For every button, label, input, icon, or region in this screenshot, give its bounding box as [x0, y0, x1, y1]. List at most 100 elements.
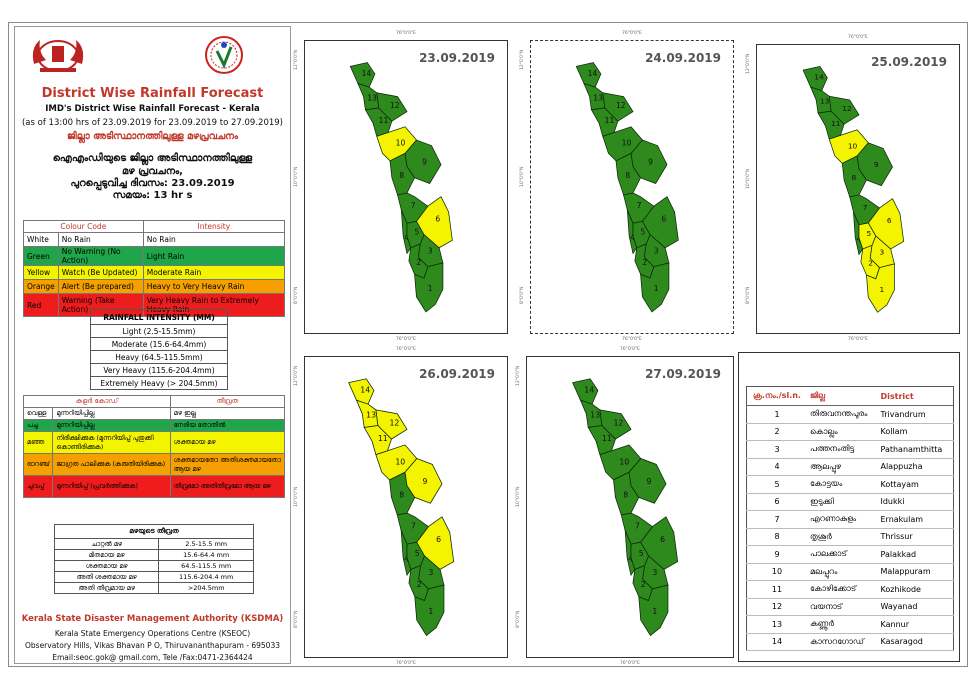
- ml-colour-code-header: കളർ കോഡ്: [23, 395, 171, 408]
- district-label: 5: [639, 549, 644, 558]
- district-label: 3: [879, 248, 884, 257]
- info-panel: [14, 26, 291, 664]
- ml-intensity-row: ശക്തമായ മഴ 64.5-115.5 mm: [53, 560, 254, 572]
- ml-intensity-row: മിതമായ മഴ 15.6-64.4 mm: [53, 549, 254, 561]
- page-title: District Wise Rainfall Forecast: [41, 86, 264, 101]
- colour-code-row: Red Warning (Take Action) Very Heavy Rain …: [23, 293, 286, 317]
- colour-code-name: Yellow: [23, 265, 59, 280]
- rainfall-intensity-value: Extremely Heavy (> 204.5mm): [90, 376, 228, 390]
- ml-colour-code-intensity: ശക്തമായ മഴ: [169, 431, 286, 454]
- district-label: 4: [628, 555, 633, 564]
- district-label: 10: [395, 457, 405, 466]
- district-label: 13: [593, 93, 603, 102]
- district-label: 14: [362, 69, 372, 78]
- district-label: 11: [605, 116, 615, 125]
- map-tick-label: 8°0'0"N: [294, 286, 299, 304]
- district-row: 5 കോട്ടയം Kottayam: [746, 475, 954, 494]
- colour-code-intensity: Heavy to Very Heavy Rain: [142, 279, 286, 294]
- map-tick-label: 10°0'0"N: [516, 486, 521, 507]
- district-no: 9: [746, 545, 807, 564]
- ml-line-1: ഐഎംഡിയുടെ ജില്ലാ അടിസ്ഥാനത്തിലുള്ള: [52, 153, 253, 164]
- district-row: 2 കൊല്ലം Kollam: [746, 423, 954, 441]
- map-tick-label: 76°0'0"E: [622, 31, 642, 36]
- map-tick-label: 10°0'0"N: [746, 168, 751, 189]
- district-7-region: [620, 512, 653, 545]
- ml-colour-code-name: വെള്ള: [22, 407, 54, 420]
- district-label: 5: [866, 229, 871, 238]
- ml-colour-code-intensity: തീവ്രമോ അതിതീവ്രമോ ആയ മഴ: [169, 475, 286, 498]
- district-no: 2: [746, 423, 807, 441]
- colour-code-header: Colour Code: [23, 220, 144, 233]
- ml-colour-code-row: ചുവപ്പ് മുന്നറിയിപ്പ് (പ്രവർത്തിക്കുക) തീവ…: [22, 475, 286, 498]
- district-label: 8: [399, 490, 404, 499]
- district-ml: കണ്ണൂർ: [807, 615, 878, 634]
- district-ml: വയനാട്: [807, 598, 878, 616]
- district-label: 9: [423, 477, 428, 486]
- district-label: 9: [648, 158, 653, 167]
- ml-colour-code-intensity: നേരിയ തോതിൽ: [169, 419, 286, 432]
- district-ml: മലപ്പുറം: [807, 563, 878, 581]
- ml-colour-code-name: ചുവപ്പ്: [22, 475, 54, 498]
- district-label: 6: [661, 214, 666, 223]
- district-10-region: [828, 129, 869, 164]
- district-label: 14: [584, 385, 594, 394]
- ml-line-3: പുറപ്പെടുവിച്ച ദിവസം: 23.09.2019: [70, 178, 235, 189]
- map-date: 25.09.2019: [871, 55, 947, 69]
- colour-code-meaning: No Warning (No Action): [57, 246, 144, 266]
- map-tick-label: 76°0'0"E: [620, 347, 640, 352]
- map-tick-label: 12°0'0"N: [294, 49, 299, 70]
- ml-intensity-table: മഴയുടെ തീവ്രത ചാറ്റൽ മഴ 2.5-15.5 mm മിതമായ…: [53, 524, 254, 594]
- district-label: 5: [415, 549, 420, 558]
- district-label: 1: [654, 284, 659, 293]
- district-ml: തിരുവനന്തപുരം: [807, 405, 878, 424]
- footer-line-2: Observatory Hills, Vikas Bhavan P O, Thi…: [25, 641, 280, 650]
- district-en: Wayanad: [877, 598, 954, 616]
- district-label: 11: [602, 434, 612, 443]
- rainfall-intensity-row: Light (2.5-15.5mm): [90, 324, 228, 338]
- district-10-region: [376, 126, 417, 162]
- district-ml: കൊല്ലം: [807, 423, 878, 441]
- ml-colour-code-name: ഓറഞ്ച്: [22, 453, 54, 476]
- footer-line-1: Kerala State Emergency Operations Centre…: [54, 629, 251, 638]
- colour-code-row: Green No Warning (No Action) Light Rain: [23, 246, 286, 266]
- forecast-map-2: 24.09.2019 1 2 3 4 5 6 7 8 9 10 11 12 13 14: [530, 40, 734, 334]
- district-10-region: [599, 444, 642, 481]
- ml-colour-code-table: കളർ കോഡ് തീവ്രത വെള്ള മുന്നറിയിപ്പില്ല മഴ …: [22, 395, 286, 498]
- map-date: 23.09.2019: [419, 51, 495, 65]
- ml-colour-code-intensity: ശക്തമായതോ അതിശക്തമായതോ ആയ മഴ: [169, 453, 286, 476]
- district-label: 4: [404, 555, 409, 564]
- colour-code-meaning: No Rain: [57, 232, 144, 247]
- district-7-region: [396, 512, 429, 545]
- district-label: 14: [588, 69, 598, 78]
- district-label: 10: [619, 457, 629, 466]
- district-no: 8: [746, 528, 807, 546]
- district-col-ml: ജില്ല: [807, 386, 878, 406]
- district-en: Thrissur: [877, 528, 954, 546]
- district-label: 13: [820, 97, 830, 106]
- ml-colour-code-name: മഞ്ഞ: [22, 431, 54, 454]
- ml-colour-code-name: പച്ച: [22, 419, 54, 432]
- map-tick-label: 8°0'0"N: [516, 610, 521, 628]
- map-tick-label: 76°0'0"E: [848, 35, 868, 40]
- rainfall-intensity-value: Moderate (15.6-64.4mm): [90, 337, 228, 351]
- district-no: 12: [746, 598, 807, 616]
- colour-code-name: Orange: [23, 279, 59, 294]
- district-label: 6: [436, 535, 441, 544]
- colour-code-intensity: No Rain: [142, 232, 286, 247]
- district-label: 1: [879, 285, 884, 294]
- district-14-region: [572, 378, 599, 405]
- district-9-region: [404, 458, 443, 504]
- ksdma-logo: [205, 36, 243, 74]
- rainfall-intensity-value: Light (2.5-15.5mm): [90, 324, 228, 338]
- map-date: 26.09.2019: [419, 367, 495, 381]
- ml-intensity-label: അതി തീവ്രമായ മഴ: [53, 582, 160, 594]
- district-row: 11 കോഴിക്കോട് Kozhikode: [746, 580, 954, 599]
- district-en: Idukki: [877, 493, 954, 511]
- district-label: 14: [360, 385, 370, 394]
- district-14-region: [349, 62, 376, 88]
- district-7-region: [397, 192, 429, 224]
- map-tick-label: 8°0'0"N: [520, 286, 525, 304]
- district-en: Kannur: [877, 615, 954, 634]
- district-label: 14: [814, 72, 824, 81]
